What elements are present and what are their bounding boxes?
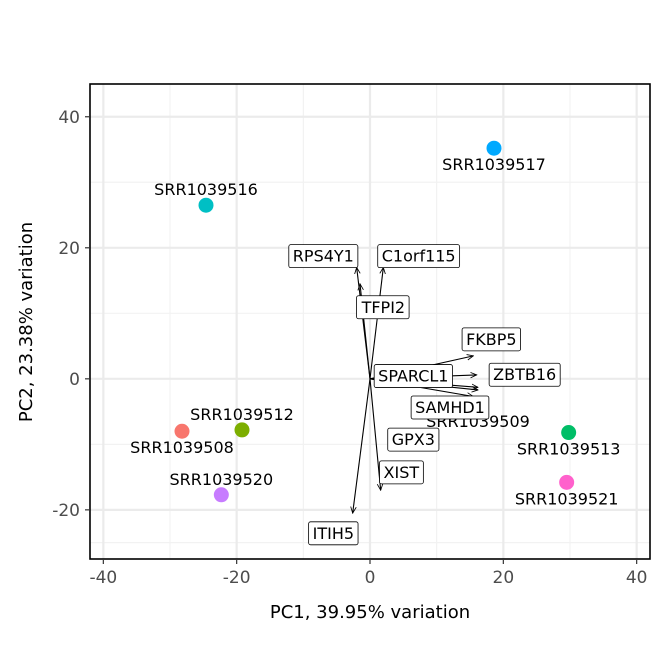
loading-label: ITIH5 xyxy=(308,521,359,546)
y-axis-title: PC2, 23.38% variation xyxy=(16,222,37,422)
y-tick-label: -20 xyxy=(52,501,80,521)
loading-label-box xyxy=(377,244,461,269)
loading-label-text: RPS4Y1 xyxy=(293,247,354,266)
loading-label-box xyxy=(379,460,424,485)
sample-point xyxy=(234,422,250,438)
loading-label: TFPI2 xyxy=(356,295,410,320)
loading-label-box xyxy=(373,364,453,388)
loading-label-box xyxy=(461,327,521,352)
loading-arrow xyxy=(369,267,383,379)
sample-label: SRR1039512 xyxy=(190,405,294,424)
loading-arrow xyxy=(369,378,381,490)
sample-point xyxy=(559,474,575,490)
loading-label-text: TFPI2 xyxy=(361,298,406,317)
y-tick-label: 40 xyxy=(58,108,80,128)
sample-point xyxy=(561,425,577,441)
loading-label-box xyxy=(410,395,490,420)
sample-point xyxy=(486,140,502,156)
sample-label: SRR1039520 xyxy=(170,470,274,489)
loading-label: RPS4Y1 xyxy=(288,244,359,269)
x-tick-label: -20 xyxy=(223,568,251,588)
x-axis-title: PC1, 39.95% variation xyxy=(270,602,470,623)
x-tick-label: -40 xyxy=(89,568,117,588)
loading-label-text: XIST xyxy=(384,463,420,482)
loading-label-text: FKBP5 xyxy=(466,330,517,349)
loading-label-text: SPARCL1 xyxy=(378,367,448,386)
loading-arrow xyxy=(353,378,371,513)
x-tick-label: 0 xyxy=(365,568,376,588)
sample-label: SRR1039516 xyxy=(154,180,258,199)
sample-label: SRR1039508 xyxy=(130,438,234,457)
loading-label: C1orf115 xyxy=(377,244,461,269)
loading-label: SPARCL1 xyxy=(373,364,453,388)
sample-labels: SRR1039508SRR1039509SRR1039512SRR1039513… xyxy=(130,155,620,508)
loading-label-box xyxy=(308,521,359,546)
loading-label-box xyxy=(387,427,440,452)
loading-label-box xyxy=(288,244,359,269)
loading-label: FKBP5 xyxy=(461,327,521,352)
sample-point xyxy=(198,197,214,213)
sample-label: SRR1039521 xyxy=(515,489,619,508)
loading-labels: RPS4Y1 C1orf115 TFPI2 FKBP5 ZBTB16 SPARCL1 SAM… xyxy=(288,244,561,546)
x-tick-label: 40 xyxy=(626,568,648,588)
loading-label-box xyxy=(356,295,410,320)
y-tick-label: 20 xyxy=(58,239,80,259)
sample-point xyxy=(213,487,229,503)
y-tick-label: 0 xyxy=(69,370,80,390)
loading-label-text: C1orf115 xyxy=(382,247,456,266)
loading-label: SAMHD1 xyxy=(410,395,490,420)
loading-label: GPX3 xyxy=(387,427,440,452)
loading-label-text: GPX3 xyxy=(392,430,435,449)
loading-label-text: ITIH5 xyxy=(313,524,354,543)
loading-label-text: SAMHD1 xyxy=(415,398,485,417)
sample-label: SRR1039517 xyxy=(442,155,546,174)
loading-label: ZBTB16 xyxy=(488,362,561,387)
sample-point xyxy=(174,423,190,439)
loading-label-text: ZBTB16 xyxy=(493,365,556,384)
axes: -40 -20 0 20 40 -20 0 20 40 xyxy=(52,108,647,588)
sample-label: SRR1039513 xyxy=(517,440,621,459)
loading-label-box xyxy=(488,362,561,387)
loading-label: XIST xyxy=(379,460,424,485)
x-tick-label: 20 xyxy=(493,568,515,588)
